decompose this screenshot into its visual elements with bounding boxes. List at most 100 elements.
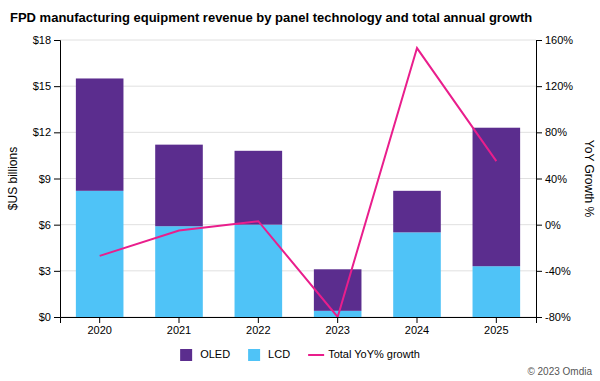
bar bbox=[235, 151, 283, 225]
tick-label: 2021 bbox=[167, 324, 191, 336]
y-tick: $6 bbox=[39, 219, 60, 231]
y-tick: $3 bbox=[39, 265, 60, 277]
tick-mark bbox=[179, 317, 180, 323]
y-tick: $9 bbox=[39, 173, 60, 185]
x-tick: 2021 bbox=[167, 317, 191, 336]
marks bbox=[76, 48, 520, 317]
tick-label: 80% bbox=[545, 126, 567, 138]
axis-line bbox=[537, 41, 543, 318]
bar bbox=[473, 266, 521, 317]
tick-label: 2022 bbox=[246, 324, 270, 336]
bar bbox=[393, 191, 441, 233]
title: FPD manufacturing equipment revenue by p… bbox=[10, 10, 532, 25]
tick-label: 2023 bbox=[325, 324, 349, 336]
annotation: © 2023 Omdia bbox=[527, 366, 592, 377]
tick-mark bbox=[536, 271, 542, 272]
tick-mark bbox=[54, 271, 60, 272]
bar bbox=[155, 226, 203, 317]
bar bbox=[155, 145, 203, 227]
y2-axis-title: YoY Growth % bbox=[582, 140, 596, 218]
legend: OLED LCD Total YoY% growth bbox=[180, 348, 420, 361]
legend-label: OLED bbox=[200, 348, 230, 360]
x-tick: 2023 bbox=[325, 317, 349, 336]
tick-mark bbox=[54, 317, 60, 318]
y-tick: $12 bbox=[33, 126, 60, 138]
x-axis: 2020 2021 2022 2023 2024 2025 bbox=[61, 317, 537, 336]
x-tick: 2022 bbox=[246, 317, 270, 336]
y-tick: $15 bbox=[33, 80, 60, 92]
y2-tick: 160% bbox=[536, 34, 573, 46]
tick-label: 0% bbox=[545, 219, 561, 231]
tick-label: 160% bbox=[545, 34, 573, 46]
x-tick: 2024 bbox=[405, 317, 429, 336]
tick-label: $18 bbox=[33, 34, 51, 46]
tick-label: 2025 bbox=[484, 324, 508, 336]
tick-label: $9 bbox=[39, 173, 51, 185]
tick-mark bbox=[536, 225, 542, 226]
grid-line bbox=[60, 40, 536, 41]
line bbox=[100, 48, 497, 317]
tick-mark bbox=[536, 132, 542, 133]
tick-label: $15 bbox=[33, 80, 51, 92]
y2-tick: -80% bbox=[536, 311, 571, 323]
y2-tick: 120% bbox=[536, 80, 573, 92]
tick-label: 2024 bbox=[405, 324, 429, 336]
tick-mark bbox=[337, 317, 338, 323]
tick-label: $0 bbox=[39, 311, 51, 323]
axis-line bbox=[61, 318, 537, 324]
tick-label: 40% bbox=[545, 173, 567, 185]
legend-item: Total YoY% growth bbox=[308, 348, 420, 360]
bar-series bbox=[76, 78, 520, 310]
tick-label: 120% bbox=[545, 80, 573, 92]
tick-label: $6 bbox=[39, 219, 51, 231]
y2-tick: 0% bbox=[536, 219, 561, 231]
tick-mark bbox=[536, 179, 542, 180]
tick-mark bbox=[258, 317, 259, 323]
legend-label: LCD bbox=[268, 348, 290, 360]
grid-line bbox=[60, 224, 536, 225]
tick-mark bbox=[536, 317, 542, 318]
y2-tick: 80% bbox=[536, 126, 567, 138]
axis-line bbox=[54, 41, 61, 318]
tick-label: 2020 bbox=[87, 324, 111, 336]
grid-line bbox=[60, 132, 536, 133]
y-axis: $0 $3 $6 $9 $12 $15 $18 bbox=[33, 34, 61, 323]
y2-tick: -40% bbox=[536, 265, 571, 277]
y2-tick: 40% bbox=[536, 173, 567, 185]
bar bbox=[393, 232, 441, 317]
bar-series bbox=[76, 191, 520, 317]
bar bbox=[235, 225, 283, 317]
tick-mark bbox=[99, 317, 100, 323]
tick-mark bbox=[54, 40, 60, 41]
tick-mark bbox=[54, 132, 60, 133]
tick-mark bbox=[54, 179, 60, 180]
legend-label: Total YoY% growth bbox=[328, 348, 420, 360]
grid-line bbox=[60, 178, 536, 179]
plot-area: 2020 2021 2022 2023 2024 2025 $0 $3 $6 $9 $12 $15 $1… bbox=[33, 34, 574, 336]
legend-swatch bbox=[308, 354, 324, 356]
tick-mark bbox=[54, 86, 60, 87]
tick-mark bbox=[536, 86, 542, 87]
grid bbox=[60, 40, 536, 317]
tick-label: -40% bbox=[545, 265, 571, 277]
y-tick: $18 bbox=[33, 34, 60, 46]
bar bbox=[76, 78, 124, 190]
x-tick: 2020 bbox=[87, 317, 111, 336]
grid-line bbox=[60, 86, 536, 87]
tick-mark bbox=[536, 40, 542, 41]
y2-axis: -80% -40% 0% 40% 80% 120% 160% bbox=[536, 34, 573, 323]
tick-label: $12 bbox=[33, 126, 51, 138]
bar bbox=[473, 128, 521, 267]
x-tick: 2025 bbox=[484, 317, 508, 336]
tick-mark bbox=[54, 225, 60, 226]
y-tick: $0 bbox=[39, 311, 60, 323]
legend-item: LCD bbox=[248, 348, 290, 361]
tick-mark bbox=[496, 317, 497, 323]
tick-label: $3 bbox=[39, 265, 51, 277]
y-axis-title: $US billions bbox=[6, 147, 20, 210]
legend-item: OLED bbox=[180, 348, 230, 361]
bar bbox=[314, 269, 362, 311]
chart: 2020 2021 2022 2023 2024 2025 $0 $3 $6 $9 $12 $15 $1… bbox=[0, 0, 600, 381]
tick-label: -80% bbox=[545, 311, 571, 323]
legend-swatch bbox=[248, 349, 260, 361]
